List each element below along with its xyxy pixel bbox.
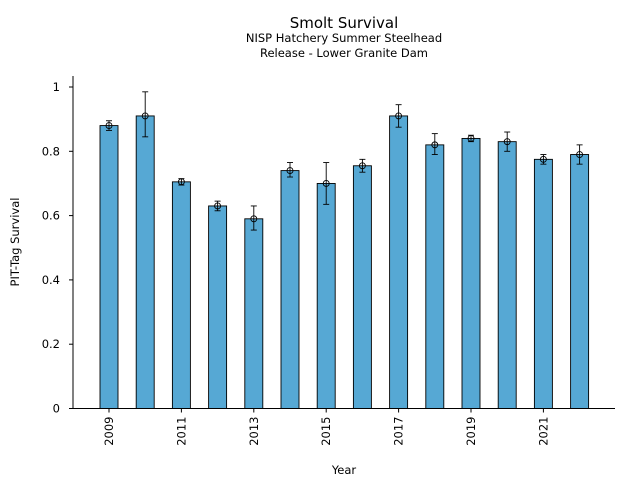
y-tick-label-2: 0.4 (42, 273, 60, 287)
y-tick-label-5: 1 (53, 80, 60, 94)
bar-2018 (425, 144, 445, 409)
point-marker-2009 (105, 122, 113, 130)
point-marker-2013 (250, 215, 258, 223)
point-marker-2010 (141, 112, 149, 120)
x-axis-label: Year (331, 463, 357, 477)
point-marker-2021 (539, 155, 547, 163)
x-tick-label-2021: 2021 (536, 417, 550, 446)
x-tick-label-2019: 2019 (464, 417, 478, 446)
point-marker-2012 (214, 202, 222, 210)
bar-2016 (352, 165, 372, 409)
y-tick-label-3: 0.6 (42, 209, 60, 223)
bar-2022 (570, 154, 590, 409)
bar-2014 (280, 170, 300, 409)
x-ticks-group: 2009 2011 2013 2015 2017 2019 2021 (102, 408, 550, 446)
y-ticks-group: 0 0.2 0.4 0.6 0.8 1 (42, 80, 73, 416)
y-tick-label-1: 0.2 (42, 337, 60, 351)
x-tick-label-2017: 2017 (392, 417, 406, 446)
point-marker-2017 (395, 112, 403, 120)
point-marker-2016 (358, 162, 366, 170)
error-bars-group (105, 91, 584, 231)
bar-2013 (244, 218, 264, 409)
bar-2012 (208, 205, 228, 409)
point-marker-2022 (576, 151, 584, 158)
x-tick-label-2011: 2011 (174, 417, 188, 446)
point-marker-2020 (503, 138, 511, 146)
bar-2011 (171, 181, 191, 409)
y-tick-label-4: 0.8 (42, 144, 60, 158)
bar-2009 (99, 125, 119, 409)
chart-subtitle-line-2: Release - Lower Granite Dam (260, 46, 428, 60)
chart-subtitle-line-1: NISP Hatchery Summer Steelhead (246, 31, 442, 45)
x-tick-label-2015: 2015 (319, 417, 333, 446)
x-tick-label-2009: 2009 (102, 417, 116, 446)
point-marker-2011 (177, 178, 185, 186)
bar-2015 (316, 182, 336, 409)
bar-2021 (533, 158, 553, 409)
chart-title: Smolt Survival (290, 14, 399, 32)
y-tick-label-0: 0 (53, 402, 60, 416)
bar-2010 (135, 115, 155, 409)
point-marker-2015 (322, 179, 330, 187)
point-marker-2019 (467, 134, 475, 142)
point-marker-2014 (286, 167, 294, 175)
bar-2020 (497, 141, 517, 409)
y-axis-label: PIT-Tag Survival (8, 198, 22, 287)
x-tick-label-2013: 2013 (247, 417, 261, 446)
bars-group (99, 115, 590, 409)
bar-2019 (461, 137, 481, 409)
bar-2017 (389, 115, 409, 409)
point-marker-2018 (431, 141, 439, 149)
